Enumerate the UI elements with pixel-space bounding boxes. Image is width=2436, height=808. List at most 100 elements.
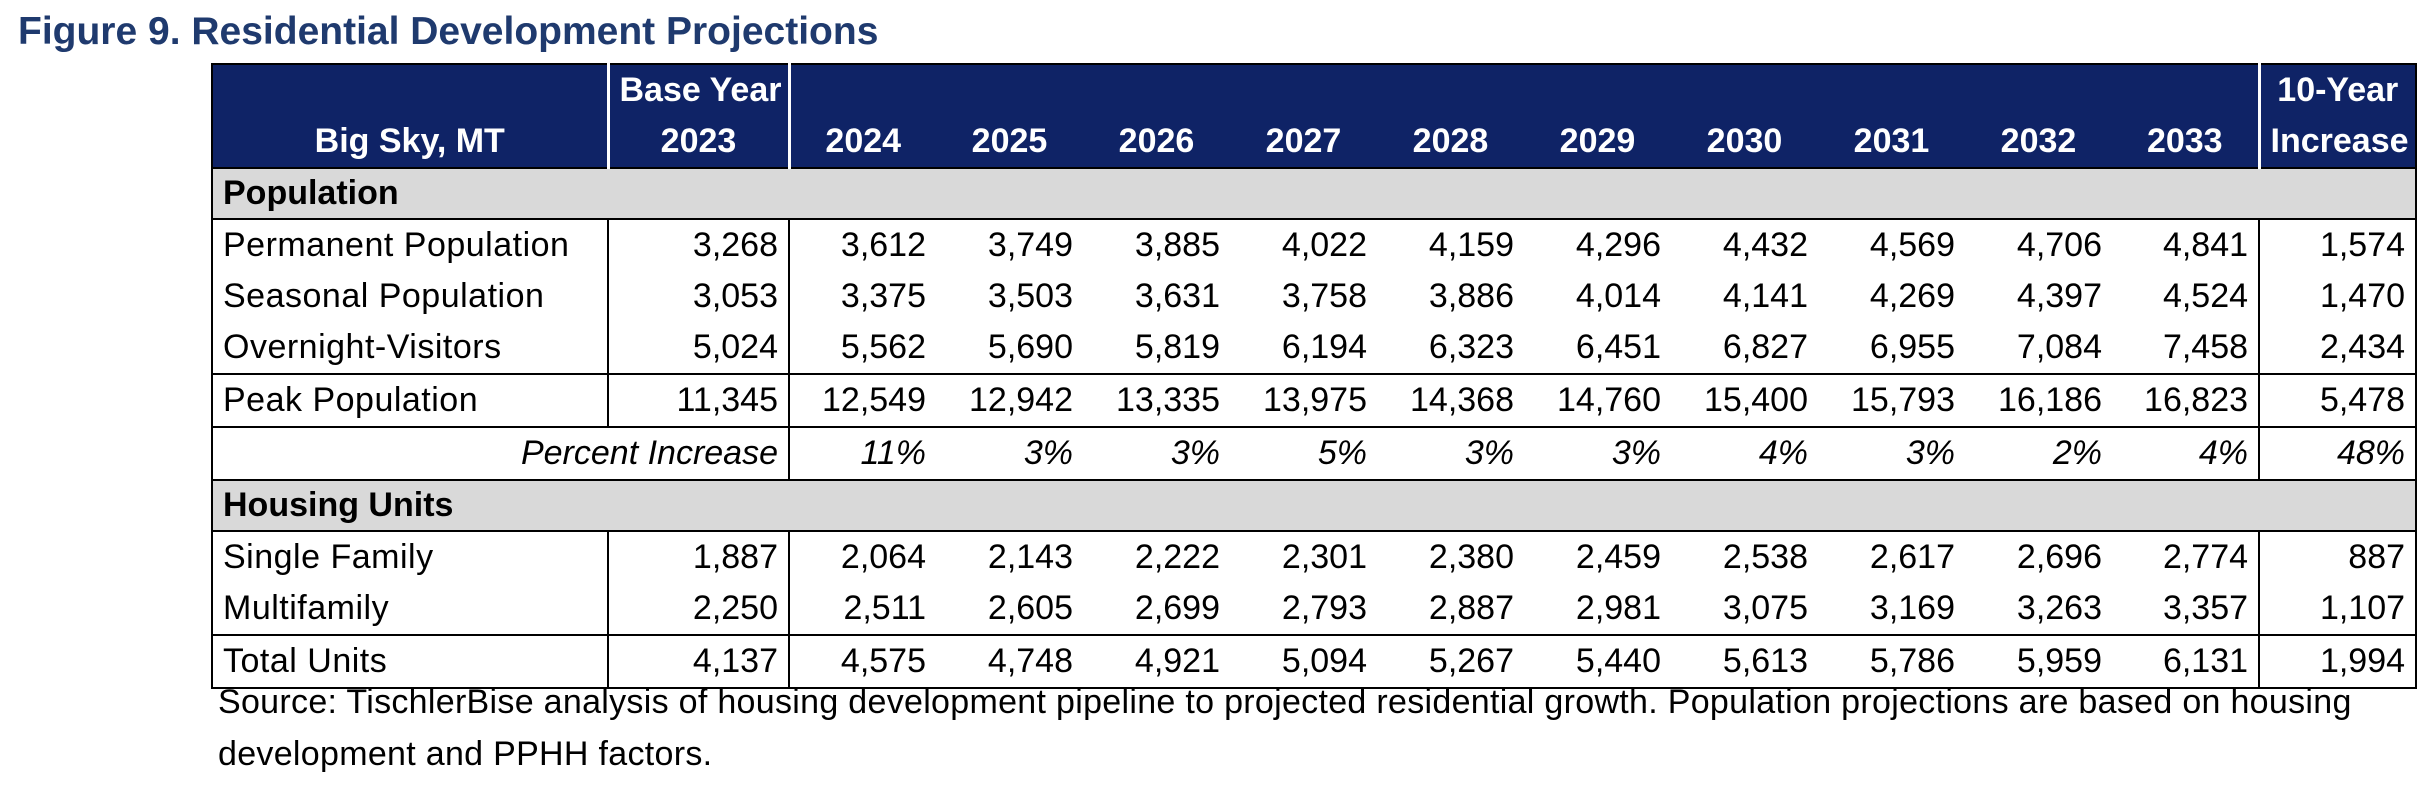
cell-year-value: 4,141 [1722,277,1808,315]
row-label: Peak Population [211,373,608,428]
cell-year-value: 14,368 [1377,373,1524,428]
cell-year-value: 5,267 [1377,634,1524,689]
cell-year-value: 4% [2112,426,2260,481]
cell-year-value: 3,075 [1722,589,1808,627]
header-year: 2026 [1083,115,1230,168]
table-row: Single Family 1,887 2,064 2,143 2,222 2,301 2,… [211,530,2418,583]
cell-year-value: 2,301 [1230,530,1377,583]
cell-year-value: 5,959 [1965,634,2112,689]
cell-year-value: 2,696 [1965,530,2112,583]
cell-year-value: 4,432 [1671,218,1818,271]
header-base-year: 2023 [608,115,791,168]
cell-year-value: 2,793 [1281,589,1367,627]
cell-year-value: 4,841 [2112,218,2260,271]
cell-year-value: 3,758 [1281,277,1367,315]
cell-year-value: 4,022 [1230,218,1377,271]
cell-year-value: 4,524 [2162,277,2249,315]
cell-year-value: 5,094 [1230,634,1377,689]
cell-year-value: 16,186 [1965,373,2112,428]
row-label: Overnight-Visitors [211,322,608,374]
table-row: Peak Population 11,345 12,549 12,942 13,335 1… [211,373,2418,428]
header-location: Big Sky, MT [212,115,610,168]
header-year: 2033 [2112,115,2260,168]
cell-year-value: 4,575 [789,634,936,689]
cell-year-value: 4,706 [1965,218,2112,271]
cell-year-value: 2,538 [1671,530,1818,583]
cell-year-value: 6,194 [1281,328,1367,366]
cell-ten-year-increase: 2,434 [2258,322,2418,374]
cell-ten-year-increase: 887 [2258,530,2418,583]
cell-base-year: 1,887 [607,530,790,583]
header-base-year-top: Base Year [608,64,791,115]
cell-year-value: 5,786 [1818,634,1965,689]
cell-year-value: 7,084 [2016,328,2102,366]
section-housing-label: Housing Units [210,479,2418,532]
header-year: 2028 [1377,115,1524,168]
header-increase-top: 10-Year [2257,64,2417,115]
cell-year-value: 6,323 [1428,328,1514,366]
table-row: Permanent Population 3,268 3,612 3,749 3,885… [211,218,2418,271]
cell-year-value: 3% [1818,426,1965,481]
header-row-bottom: Big Sky, MT 2023 2024 2025 2026 2027 202… [212,115,2417,168]
cell-year-value: 6,131 [2112,634,2260,689]
cell-year-value: 3,885 [1083,218,1230,271]
table-row: Total Units 4,137 4,575 4,748 4,921 5,094 5,26… [211,634,2418,689]
source-note: Source: TischlerBise analysis of housing… [218,683,2352,773]
cell-year-value: 4,569 [1818,218,1965,271]
cell-year-value: 2% [1965,426,2112,481]
cell-year-value: 4,014 [1575,277,1661,315]
cell-year-value: 3,612 [789,218,936,271]
cell-year-value: 13,335 [1083,373,1230,428]
cell-base-year: 11,345 [607,373,790,428]
cell-base-year: 2,250 [607,583,790,635]
cell-year-value: 2,981 [1575,589,1661,627]
table-row-percent-increase: Percent Increase 11% 3% 3% 5% 3% 3% 4% 3% 2% 4% 48% [211,426,2418,481]
cell-year-value: 3,263 [2016,589,2102,627]
cell-year-value: 4,269 [1869,277,1955,315]
cell-ten-year-increase: 1,574 [2258,218,2418,271]
cell-year-value: 5,440 [1524,634,1671,689]
cell-year-value: 2,143 [936,530,1083,583]
cell-year-value: 7,458 [2162,328,2249,366]
cell-year-value: 12,549 [789,373,936,428]
cell-year-value: 14,760 [1524,373,1671,428]
cell-year-value: 2,887 [1428,589,1514,627]
header-year: 2030 [1671,115,1818,168]
cell-year-value: 5% [1230,426,1377,481]
cell-year-value: 2,774 [2112,530,2260,583]
cell-year-value: 3,749 [936,218,1083,271]
section-row-population: Population [210,167,2418,220]
header-row-top: Base Year 10-Year [212,64,2417,115]
header-years-spacer [789,64,2260,115]
figure-title: Figure 9. Residential Development Projec… [18,10,879,53]
cell-year-value: 6,451 [1575,328,1661,366]
cell-year-value: 15,793 [1818,373,1965,428]
cell-year-value: 4% [1671,426,1818,481]
section-row-housing: Housing Units [210,479,2418,532]
table-row: Overnight-Visitors 5,024 5,562 5,690 5,819 6,… [211,322,2418,374]
cell-ten-year-increase: 48% [2258,426,2418,481]
header-location-spacer [212,64,610,115]
cell-year-value: 3,357 [2162,589,2249,627]
cell-year-value: 6,955 [1869,328,1955,366]
cell-year-value: 2,699 [1134,589,1220,627]
cell-year-value: 2,511 [843,589,926,627]
cell-ten-year-increase: 1,107 [2258,583,2418,635]
section-population-label: Population [210,167,2418,220]
cell-year-value: 4,748 [936,634,1083,689]
header-year: 2024 [789,115,936,168]
row-label: Seasonal Population [211,271,608,322]
cell-year-value: 13,975 [1230,373,1377,428]
cell-year-value: 3,503 [987,277,1073,315]
cell-year-value: 5,690 [987,328,1073,366]
cell-year-value: 5,819 [1134,328,1220,366]
cell-year-value: 4,159 [1377,218,1524,271]
table-body: Population Permanent Population 3,268 3,61… [210,167,2418,689]
cell-year-value: 6,827 [1722,328,1808,366]
cell-year-value: 4,921 [1083,634,1230,689]
cell-year-value: 3% [1083,426,1230,481]
cell-year-value: 3,169 [1869,589,1955,627]
table-row: Seasonal Population 3,053 3,375 3,503 3,631 3… [211,271,2418,322]
header-year: 2031 [1818,115,1965,168]
cell-year-value: 2,064 [789,530,936,583]
